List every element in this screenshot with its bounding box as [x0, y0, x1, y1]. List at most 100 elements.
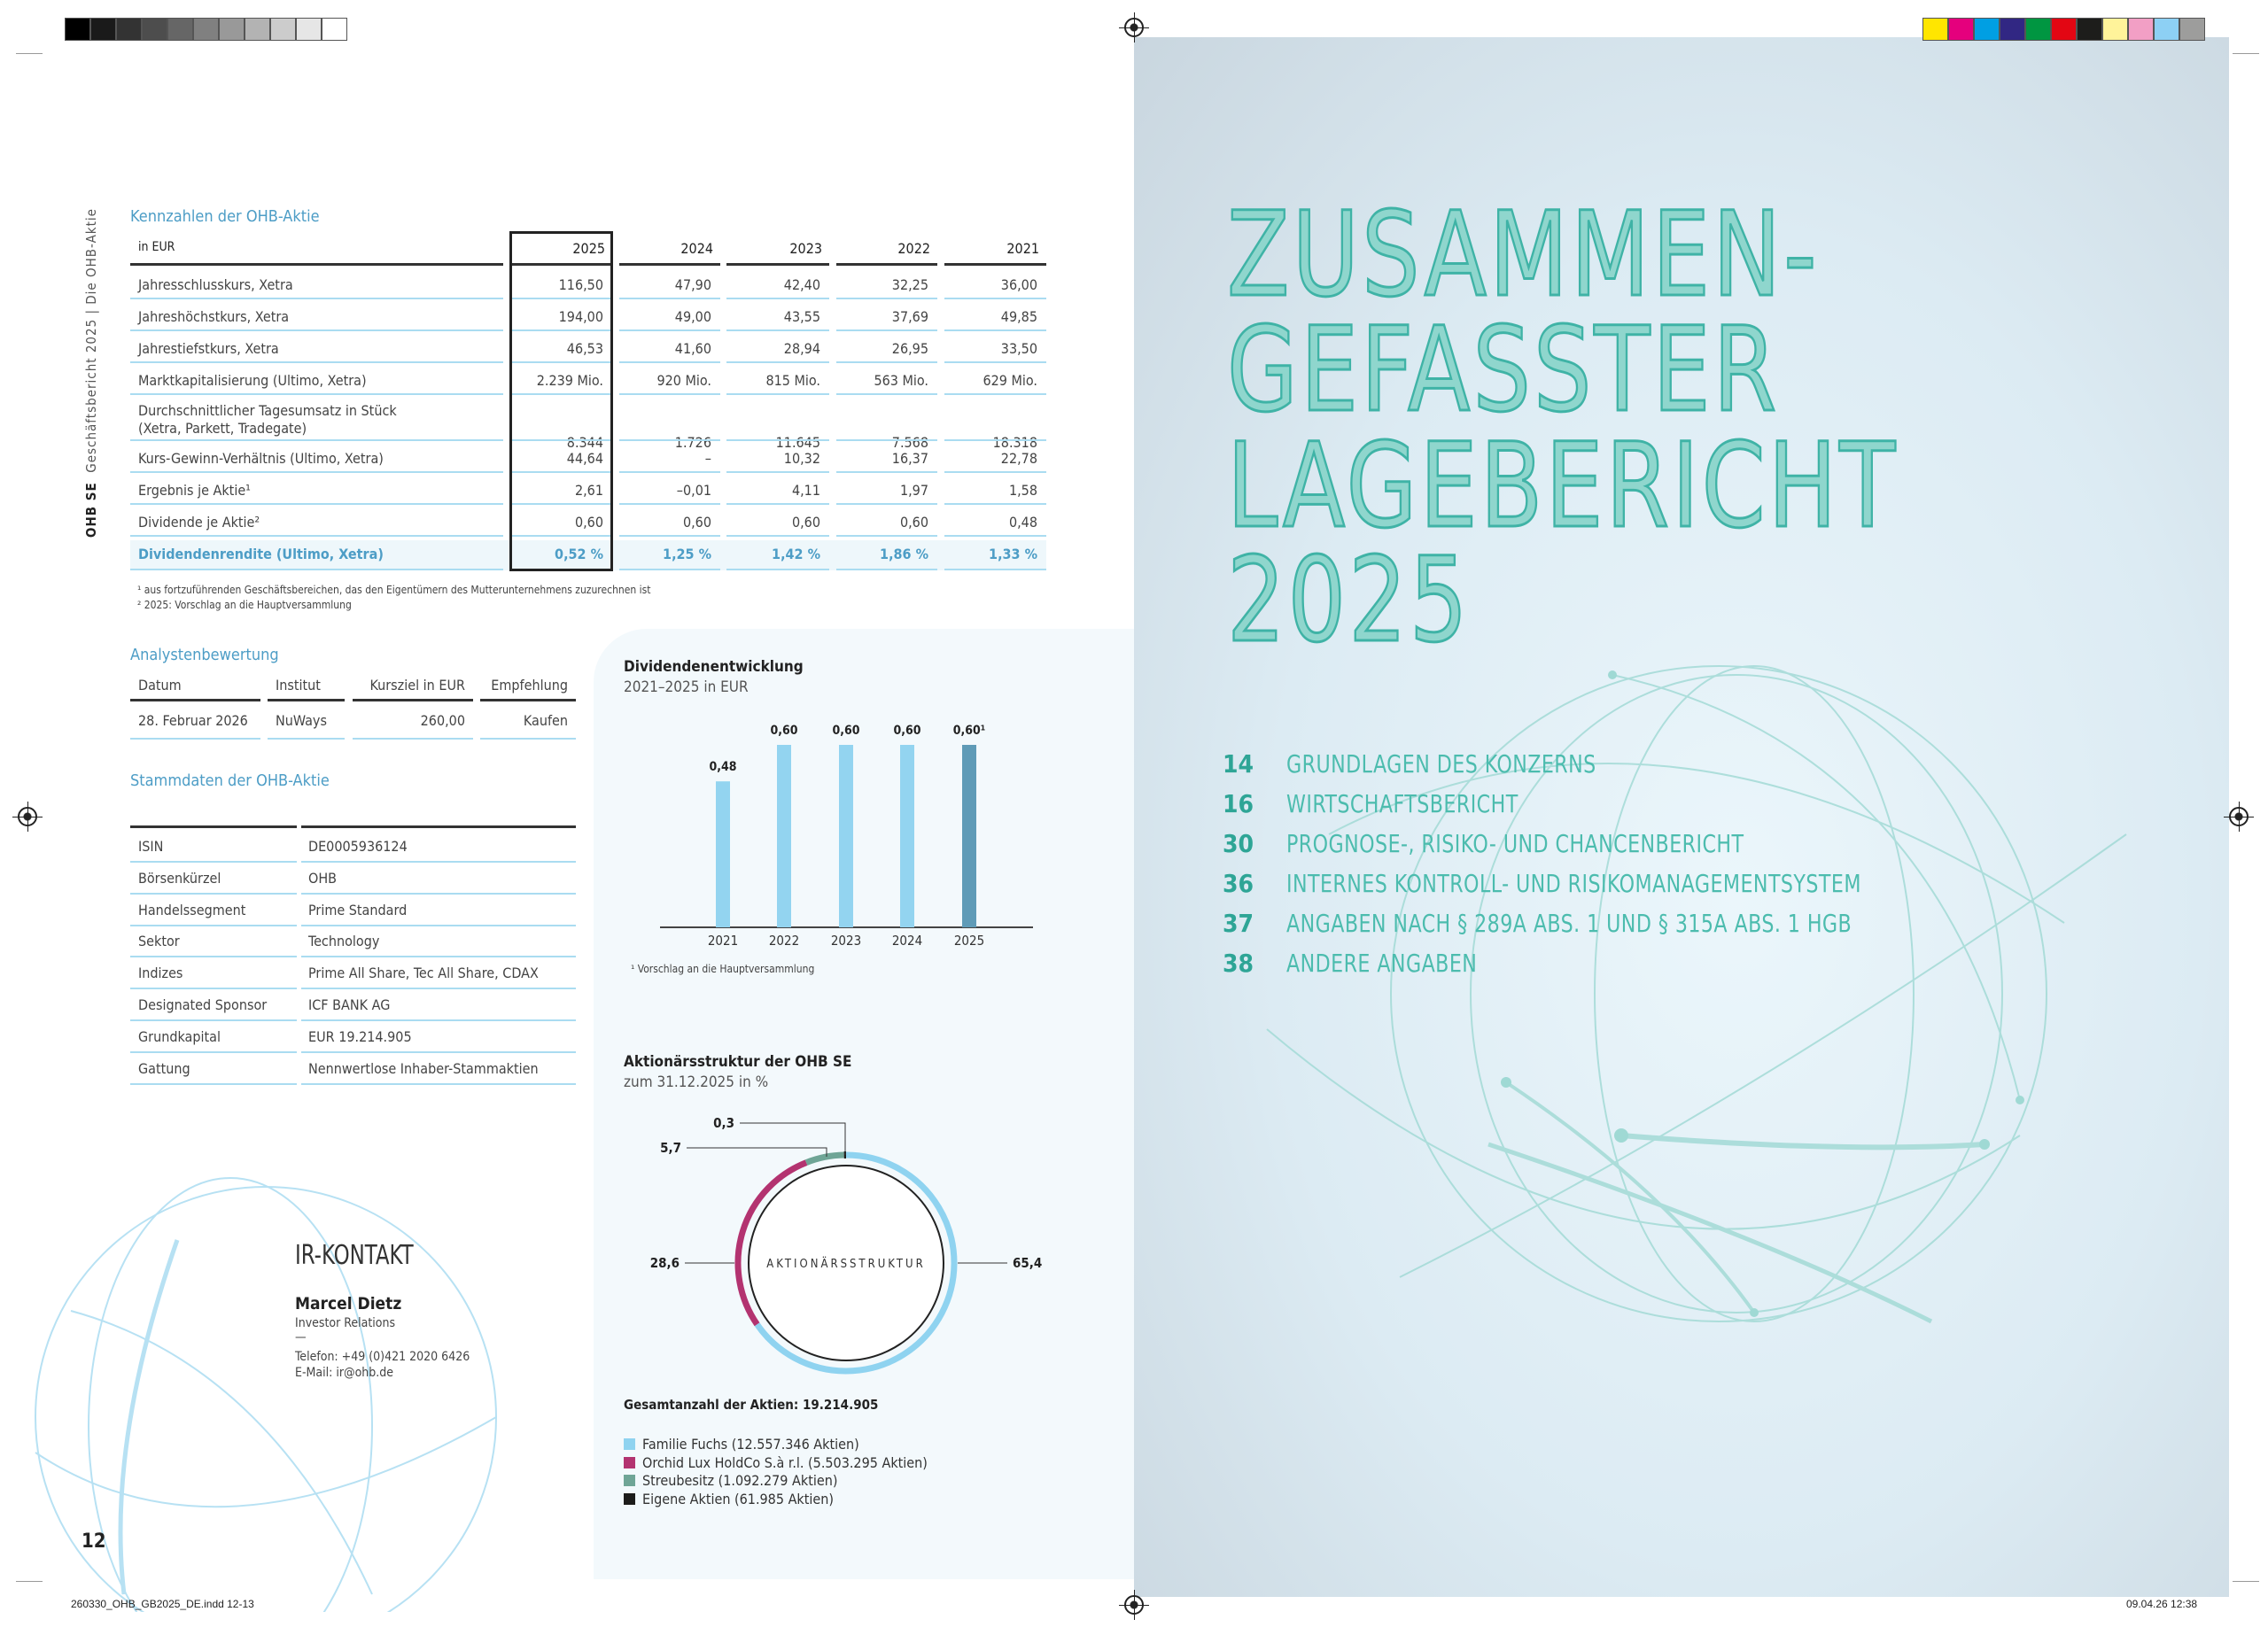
- value-cell: 22,78: [1000, 450, 1037, 467]
- value-cell: 44,64: [566, 450, 603, 467]
- row-rule: [619, 329, 720, 331]
- row-rule: [726, 503, 829, 505]
- shareholder-chart-title: Aktionärsstruktur der OHB SE: [624, 1053, 852, 1071]
- toc-page-number[interactable]: 30: [1223, 829, 1254, 858]
- row-rule: [130, 503, 503, 505]
- toc-label[interactable]: INTERNES KONTROLL- UND RISIKOMANAGEMENTS…: [1286, 869, 1861, 898]
- value-cell: 49,00: [674, 308, 711, 325]
- toc-label[interactable]: PROGNOSE-, RISIKO- UND CHANCENBERICHT: [1286, 829, 1744, 858]
- donut-slice-1: [734, 1159, 808, 1327]
- legend-swatch: [624, 1456, 635, 1468]
- toc-label[interactable]: ANGABEN NACH § 289A ABS. 1 UND § 315A AB…: [1286, 909, 1852, 938]
- highlight-column-2025: [509, 231, 613, 571]
- toc-page-number[interactable]: 37: [1223, 909, 1254, 938]
- row-label: Ergebnis je Aktie¹: [138, 482, 251, 499]
- row-rule: [130, 988, 297, 990]
- row-rule: [130, 1082, 297, 1085]
- gray-swatch: [322, 18, 347, 41]
- row-rule: [509, 503, 612, 505]
- row-rule: [726, 569, 829, 570]
- analysten-cell: 28. Februar 2026: [138, 712, 248, 729]
- value-cell: –: [704, 450, 711, 467]
- row-rule: [509, 535, 612, 537]
- analysten-header: Kursziel in EUR: [369, 677, 466, 694]
- toc-label[interactable]: GRUNDLAGEN DES KONZERNS: [1286, 749, 1596, 779]
- row-rule: [726, 298, 829, 299]
- value-cell: 18.318: [992, 434, 1037, 451]
- row-rule: [268, 738, 345, 740]
- row-rule: [619, 535, 720, 537]
- donut-slice-2: [804, 1151, 844, 1166]
- row-label: Kurs-Gewinn-Verhältnis (Ultimo, Xetra): [138, 450, 384, 467]
- row-rule: [130, 924, 297, 926]
- ir-contact-name: Marcel Dietz: [295, 1294, 402, 1313]
- chapter-title-line-4: 2025: [1226, 532, 1471, 669]
- value-cell: 1,86 %: [880, 546, 928, 562]
- dividend-chart-title: Dividendenentwicklung: [624, 658, 804, 676]
- dividend-chart-footnote: ¹ Vorschlag an die Hauptversammlung: [631, 963, 815, 975]
- stammdaten-value: Nennwertlose Inhaber-Stammaktien: [308, 1059, 539, 1077]
- row-rule: [944, 503, 1046, 505]
- legend-swatch: [624, 1475, 635, 1486]
- year-header-2022: 2022: [897, 240, 930, 257]
- color-swatch: [1974, 18, 2000, 41]
- leader-line: [687, 1147, 827, 1157]
- value-cell: 1.726: [674, 434, 711, 451]
- x-tick-label: 2022: [769, 933, 799, 949]
- gray-swatch: [193, 18, 219, 41]
- value-cell: 36,00: [1000, 276, 1037, 293]
- bar-data-label: 0,60: [770, 724, 797, 738]
- analysten-title: Analystenbewertung: [130, 646, 279, 664]
- row-rule: [353, 738, 473, 740]
- charts-panel: [594, 629, 1134, 1579]
- bar-2024: [900, 745, 914, 927]
- stammdaten-value: Prime Standard: [308, 901, 408, 918]
- value-cell: 49,85: [1000, 308, 1037, 325]
- value-cell: 1,25 %: [663, 546, 711, 562]
- legend-swatch: [624, 1438, 635, 1450]
- toc-page-number[interactable]: 14: [1223, 749, 1254, 779]
- toc-page-number[interactable]: 16: [1223, 789, 1254, 818]
- ir-contact-divider: —: [295, 1330, 307, 1344]
- footnote-1: ¹ aus fortzuführenden Geschäftsbereichen…: [137, 584, 651, 596]
- row-rule: [944, 393, 1046, 395]
- header-rule: [944, 263, 1046, 266]
- row-rule: [509, 329, 612, 331]
- value-cell: 920 Mio.: [656, 372, 711, 389]
- stammdaten-value: EUR 19.214.905: [308, 1027, 412, 1045]
- kennzahlen-title: Kennzahlen der OHB-Aktie: [130, 207, 320, 226]
- footnote-2: ² 2025: Vorschlag an die Hauptversammlun…: [137, 599, 352, 611]
- row-label: Jahrestiefstkurs, Xetra: [138, 340, 279, 357]
- value-cell: 47,90: [674, 276, 711, 293]
- header-rule: [130, 699, 260, 701]
- row-rule: [726, 439, 829, 441]
- toc-label[interactable]: WIRTSCHAFTSBERICHT: [1286, 789, 1518, 818]
- toc-page-number[interactable]: 38: [1223, 949, 1254, 978]
- row-rule: [836, 569, 937, 570]
- row-rule: [480, 738, 576, 740]
- toc-label[interactable]: ANDERE ANGABEN: [1286, 949, 1478, 978]
- chapter-title-line-1: ZUSAMMEN-: [1226, 187, 1820, 323]
- value-cell: 1,58: [1008, 482, 1037, 499]
- row-rule: [130, 298, 503, 299]
- analysten-header: Datum: [138, 677, 182, 694]
- registration-mark-icon: [1119, 1590, 1149, 1620]
- bar-2022: [777, 745, 791, 927]
- ir-contact-email[interactable]: E-Mail: ir@ohb.de: [295, 1366, 394, 1380]
- color-swatch: [2102, 18, 2128, 41]
- toc-page-number[interactable]: 36: [1223, 869, 1254, 898]
- x-tick-label: 2021: [708, 933, 738, 949]
- row-rule: [836, 393, 937, 395]
- gray-swatch: [65, 18, 90, 41]
- row-rule: [301, 1050, 576, 1053]
- stammdaten-value: OHB: [308, 869, 338, 887]
- ir-contact-phone[interactable]: Telefon: +49 (0)421 2020 6426: [295, 1350, 470, 1364]
- row-label: Dividendenrendite (Ultimo, Xetra): [138, 546, 384, 562]
- highlight-row-bg: [130, 540, 1046, 570]
- color-swatch: [2051, 18, 2077, 41]
- gray-swatch: [270, 18, 296, 41]
- row-label: Dividende je Aktie²: [138, 514, 260, 531]
- value-cell: 7.568: [891, 434, 928, 451]
- globe-network-decoration: [1266, 665, 2127, 1324]
- analysten-cell: Kaufen: [523, 712, 568, 729]
